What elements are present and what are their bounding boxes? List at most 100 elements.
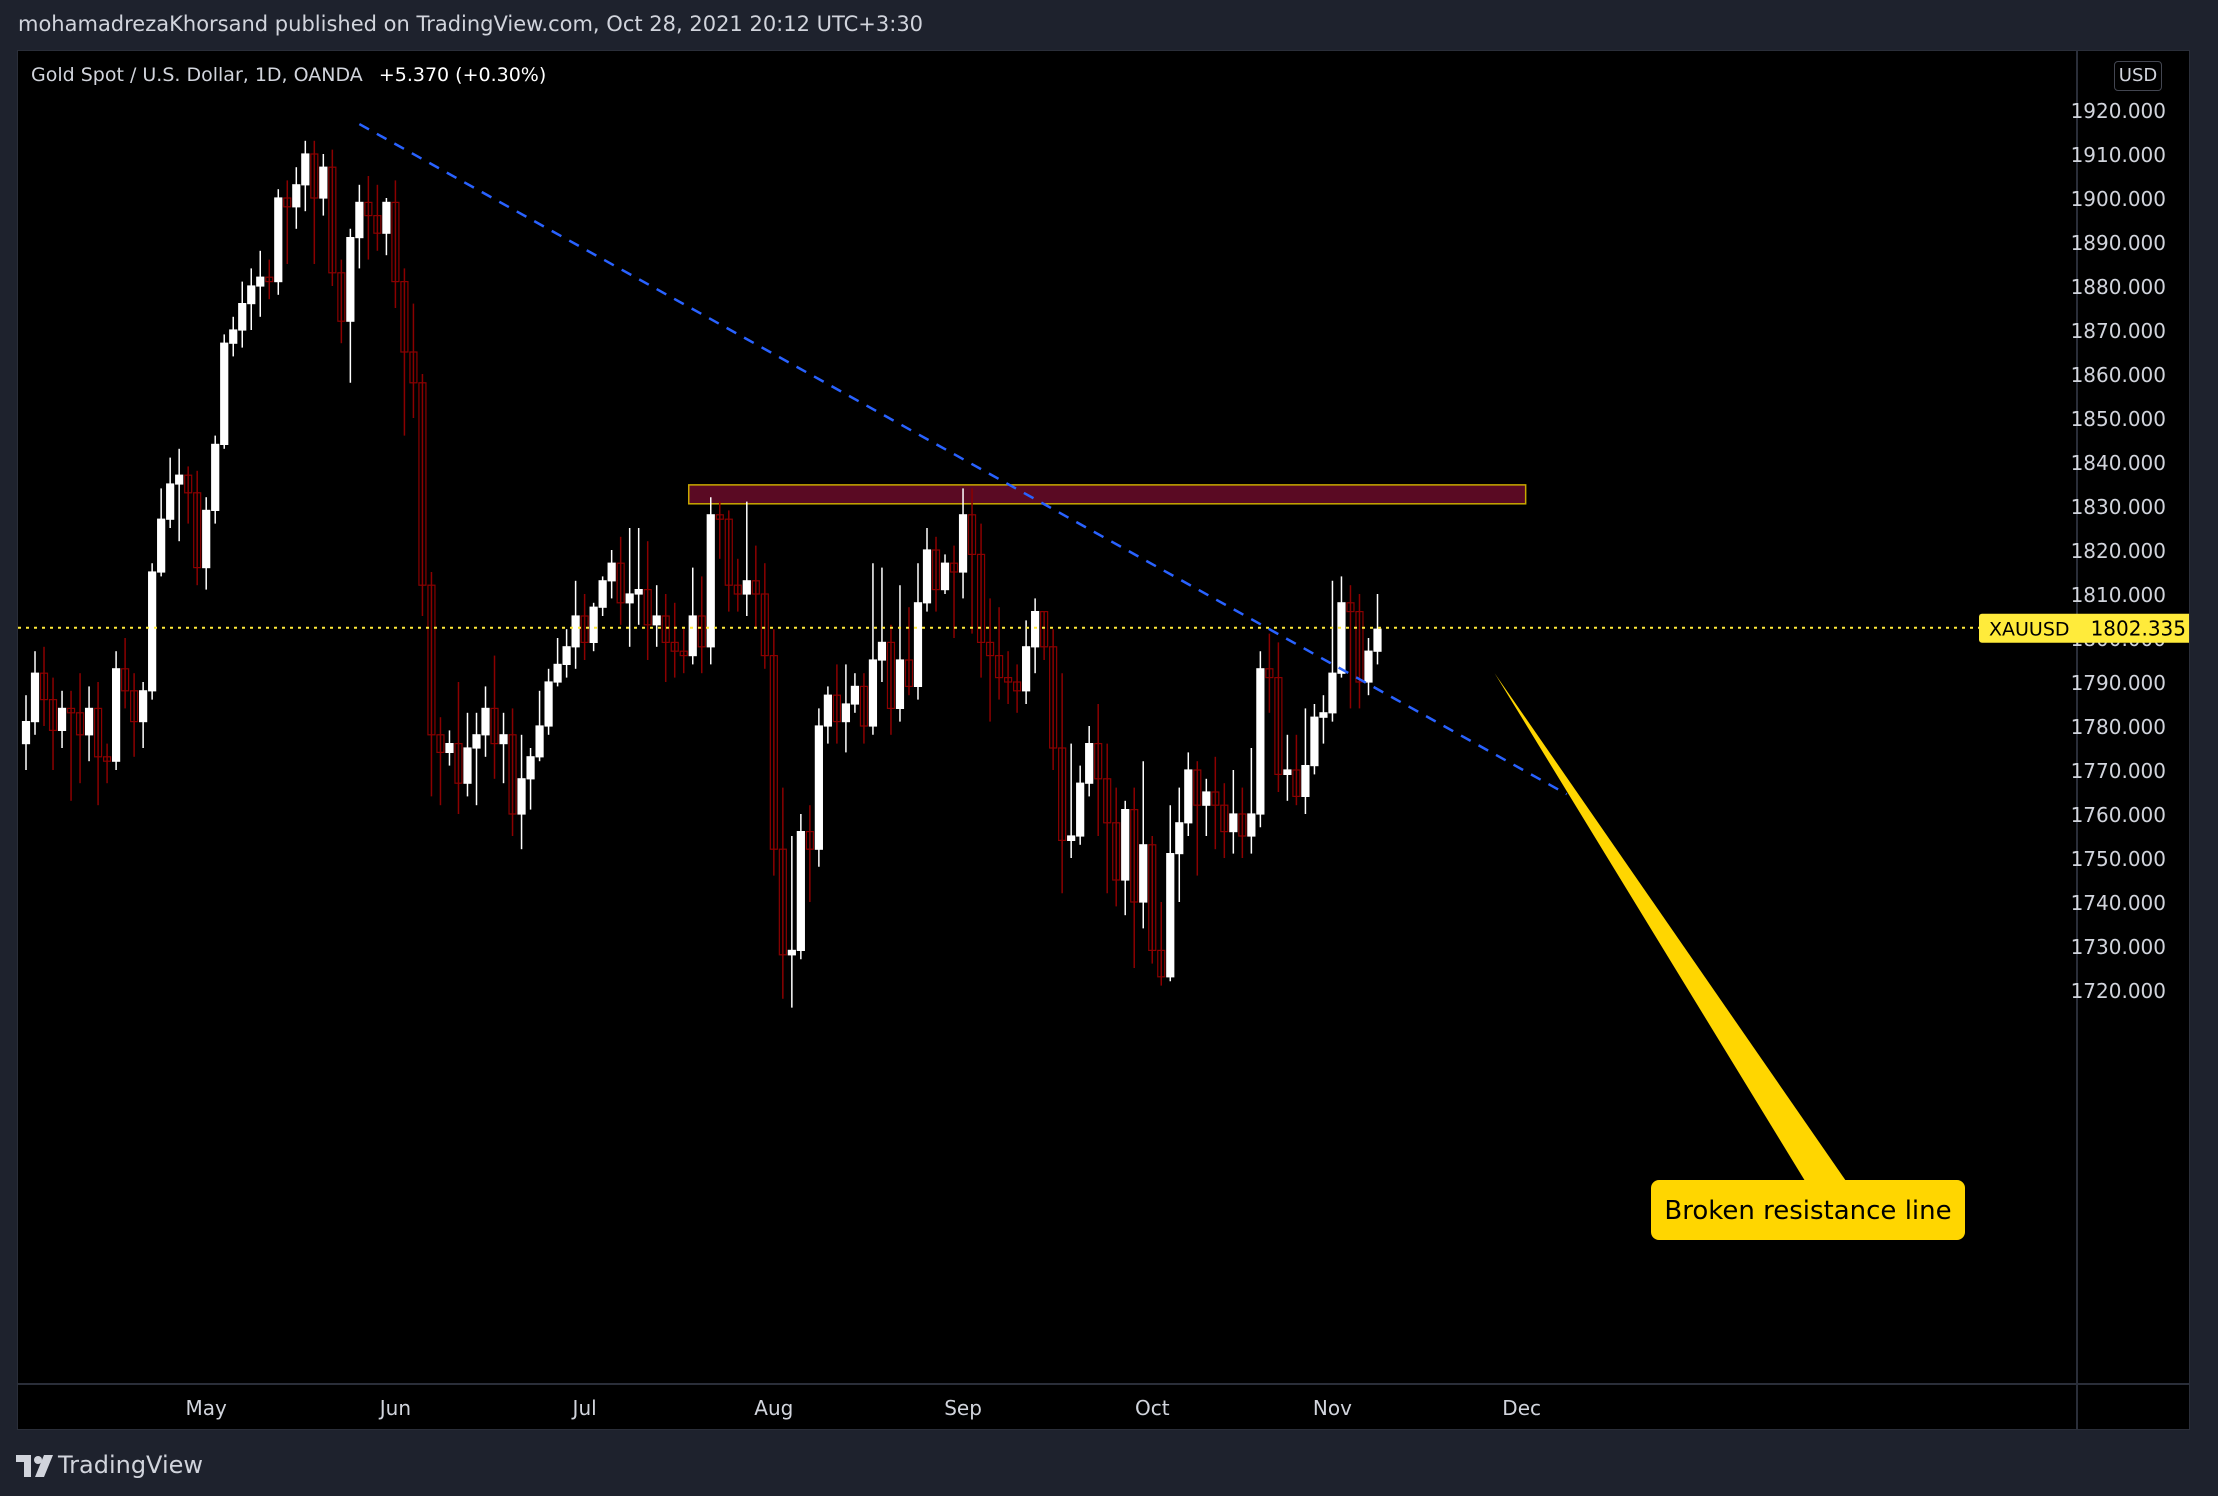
brand-name[interactable]: TradingView xyxy=(58,1451,204,1479)
candle-body xyxy=(1049,646,1058,749)
symbol-change: +5.370 (+0.30%) xyxy=(378,64,547,86)
x-tick-label: Nov xyxy=(1313,1396,1352,1420)
last-price-tag xyxy=(1979,613,2189,643)
candle-body xyxy=(616,562,625,604)
candle-body xyxy=(1346,602,1355,613)
candle-body xyxy=(751,580,760,595)
candle-body xyxy=(1094,742,1103,780)
y-tick-label: 1920.000 xyxy=(2071,99,2166,123)
candle-body xyxy=(1103,778,1112,824)
candle-body xyxy=(517,778,526,815)
candle-body xyxy=(949,562,959,573)
candle-body xyxy=(1166,852,1175,978)
candle-body xyxy=(661,615,670,643)
candle-body xyxy=(1328,672,1337,714)
y-tick-label: 1820.000 xyxy=(2071,539,2166,563)
candle-body xyxy=(922,549,932,604)
footer xyxy=(0,1430,2218,1496)
candle-body xyxy=(211,443,220,511)
candle-body xyxy=(913,602,923,687)
candle-body xyxy=(499,734,508,745)
currency-button[interactable]: USD xyxy=(2114,61,2162,91)
candle-body xyxy=(580,615,589,643)
candle-body xyxy=(1274,676,1283,775)
candle-body xyxy=(328,166,337,274)
candle-body xyxy=(1220,804,1229,833)
candle-body xyxy=(157,518,166,573)
candle-body xyxy=(994,654,1004,679)
candle-body xyxy=(823,694,832,727)
candle-body xyxy=(715,514,724,520)
candle-body xyxy=(1202,791,1211,806)
candle-body xyxy=(445,742,454,753)
candle-body xyxy=(859,685,869,727)
candle-body xyxy=(256,276,265,287)
candle-body xyxy=(102,756,112,762)
candle-body xyxy=(1310,716,1319,767)
candle-body xyxy=(1012,681,1022,692)
candle-body xyxy=(39,672,49,701)
candle-body xyxy=(301,153,310,186)
y-tick-label: 1830.000 xyxy=(2071,495,2166,519)
candle-body xyxy=(1067,835,1076,842)
candle-body xyxy=(66,707,76,714)
candle-body xyxy=(418,382,427,586)
candle-body xyxy=(283,197,292,208)
candle-body xyxy=(562,646,571,665)
candle-body xyxy=(1193,769,1202,806)
candle-body xyxy=(553,663,562,683)
last-price-value: 1802.335 xyxy=(2091,617,2186,641)
candle-body xyxy=(1175,822,1184,855)
candle-body xyxy=(805,830,814,850)
candle-body xyxy=(940,562,950,591)
candle-body xyxy=(967,514,977,555)
candle-body xyxy=(697,615,706,648)
candle-body xyxy=(1022,646,1031,692)
candle-body xyxy=(490,707,499,745)
candle-body xyxy=(769,654,778,850)
y-tick-label: 1790.000 xyxy=(2071,671,2166,695)
y-tick-label: 1810.000 xyxy=(2071,583,2166,607)
resistance-trendline[interactable] xyxy=(358,122,1568,796)
candle-body xyxy=(841,703,851,723)
candle-body xyxy=(472,734,481,749)
candle-body xyxy=(589,606,598,644)
candle-body xyxy=(355,201,364,239)
candle-body xyxy=(886,641,896,710)
candle-body xyxy=(985,641,995,657)
candle-body xyxy=(1247,813,1256,837)
y-tick-label: 1760.000 xyxy=(2071,803,2166,827)
candle-body xyxy=(436,734,445,753)
chart-pane[interactable]: Broken resistance line 1920.000 1910.000 19… xyxy=(17,50,2190,1430)
candle-body xyxy=(130,690,139,723)
candle-body xyxy=(1211,791,1220,806)
y-tick-label: 1740.000 xyxy=(2071,891,2166,915)
candle-body xyxy=(706,514,715,648)
y-tick-label: 1750.000 xyxy=(2071,847,2166,871)
candle-body xyxy=(391,201,400,283)
y-tick-label: 1730.000 xyxy=(2071,935,2166,959)
candle-body xyxy=(670,641,679,652)
callout-box[interactable] xyxy=(1651,1180,1965,1240)
candle-body xyxy=(571,615,580,648)
resistance-zone[interactable] xyxy=(687,484,1527,505)
candle-body xyxy=(1112,822,1121,881)
candle-body xyxy=(93,707,103,758)
tradingview-logo-icon[interactable] xyxy=(16,1455,54,1477)
candle-body xyxy=(75,712,85,736)
candle-body xyxy=(247,285,256,305)
candle-body xyxy=(877,641,887,661)
candle-body xyxy=(1283,769,1292,776)
candle-body xyxy=(1355,610,1364,683)
candle-body xyxy=(193,492,202,569)
candle-body xyxy=(796,830,805,951)
candle-body xyxy=(1076,782,1085,837)
candle-body xyxy=(688,615,697,657)
price-chart[interactable]: Broken resistance line 1920.000 1910.000 19… xyxy=(18,51,2189,1429)
y-tick-label: 1900.000 xyxy=(2071,187,2166,211)
candle-body xyxy=(1184,769,1193,824)
candle-body xyxy=(958,514,968,573)
candle-body xyxy=(481,707,490,736)
candle-body xyxy=(238,303,247,331)
candle-body xyxy=(48,698,58,731)
